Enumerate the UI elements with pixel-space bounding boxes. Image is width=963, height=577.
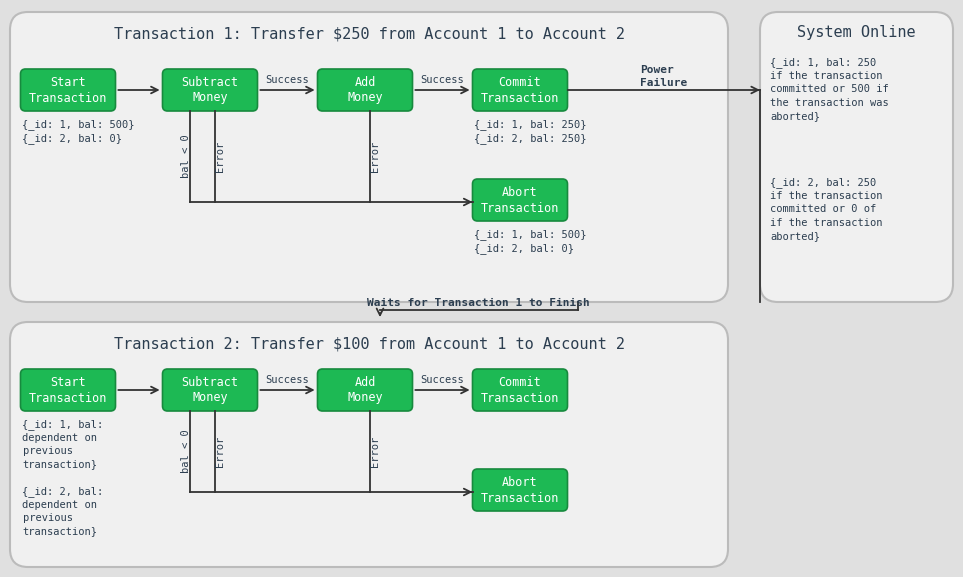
Text: {_id: 1, bal: 500}
{_id: 2, bal: 0}: {_id: 1, bal: 500} {_id: 2, bal: 0}	[475, 229, 587, 254]
Text: Abort
Transaction: Abort Transaction	[481, 185, 560, 215]
Text: bal < 0: bal < 0	[181, 430, 191, 473]
Text: Error: Error	[370, 141, 380, 172]
Text: Success: Success	[266, 375, 309, 385]
Text: Success: Success	[266, 75, 309, 85]
Text: Error: Error	[215, 141, 225, 172]
FancyBboxPatch shape	[163, 69, 257, 111]
Text: Abort
Transaction: Abort Transaction	[481, 475, 560, 504]
FancyBboxPatch shape	[10, 12, 728, 302]
Text: Subtract
Money: Subtract Money	[181, 376, 239, 404]
Text: Start
Transaction: Start Transaction	[29, 376, 107, 404]
Text: {_id: 1, bal: 500}
{_id: 2, bal: 0}: {_id: 1, bal: 500} {_id: 2, bal: 0}	[22, 119, 135, 144]
FancyBboxPatch shape	[473, 179, 567, 221]
Text: Success: Success	[421, 75, 464, 85]
Text: {_id: 1, bal: 250
if the transaction
committed or 500 if
the transaction was
abo: {_id: 1, bal: 250 if the transaction com…	[770, 57, 889, 121]
Text: Power
Failure: Power Failure	[640, 65, 688, 88]
FancyBboxPatch shape	[318, 69, 412, 111]
Text: {_id: 1, bal:
dependent on
previous
transaction}

{_id: 2, bal:
dependent on
pre: {_id: 1, bal: dependent on previous tran…	[22, 419, 104, 537]
Text: Add
Money: Add Money	[348, 76, 383, 104]
FancyBboxPatch shape	[20, 369, 116, 411]
Text: Transaction 1: Transfer $250 from Account 1 to Account 2: Transaction 1: Transfer $250 from Accoun…	[114, 27, 624, 42]
FancyBboxPatch shape	[760, 12, 953, 302]
FancyBboxPatch shape	[163, 369, 257, 411]
Text: Waits for Transaction 1 to Finish: Waits for Transaction 1 to Finish	[367, 298, 590, 308]
FancyBboxPatch shape	[10, 322, 728, 567]
Text: Success: Success	[421, 375, 464, 385]
Text: Commit
Transaction: Commit Transaction	[481, 76, 560, 104]
FancyBboxPatch shape	[473, 69, 567, 111]
Text: {_id: 2, bal: 250
if the transaction
committed or 0 of
if the transaction
aborte: {_id: 2, bal: 250 if the transaction com…	[770, 177, 882, 241]
Text: Error: Error	[215, 436, 225, 467]
Text: Add
Money: Add Money	[348, 376, 383, 404]
FancyBboxPatch shape	[20, 69, 116, 111]
FancyBboxPatch shape	[473, 469, 567, 511]
Text: System Online: System Online	[797, 24, 916, 39]
Text: Commit
Transaction: Commit Transaction	[481, 376, 560, 404]
Text: bal < 0: bal < 0	[181, 134, 191, 178]
Text: Subtract
Money: Subtract Money	[181, 76, 239, 104]
Text: {_id: 1, bal: 250}
{_id: 2, bal: 250}: {_id: 1, bal: 250} {_id: 2, bal: 250}	[475, 119, 587, 144]
Text: Error: Error	[370, 436, 380, 467]
Text: Start
Transaction: Start Transaction	[29, 76, 107, 104]
FancyBboxPatch shape	[318, 369, 412, 411]
FancyBboxPatch shape	[473, 369, 567, 411]
Text: Transaction 2: Transfer $100 from Account 1 to Account 2: Transaction 2: Transfer $100 from Accoun…	[114, 336, 624, 351]
